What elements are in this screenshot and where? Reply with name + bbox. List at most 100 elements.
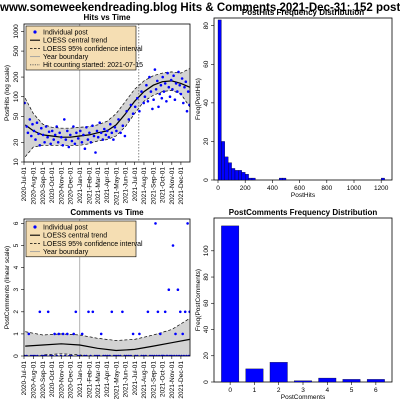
data-point bbox=[173, 98, 177, 101]
x-tick-label: 3 bbox=[301, 387, 305, 394]
legend-point-swatch bbox=[33, 225, 37, 229]
x-tick-label: 2021-Jan-01 bbox=[77, 167, 84, 204]
data-point bbox=[34, 138, 37, 141]
data-point bbox=[55, 125, 58, 128]
data-point bbox=[138, 332, 141, 336]
data-point bbox=[156, 79, 159, 83]
data-point bbox=[60, 135, 63, 139]
legend-label: Year boundary bbox=[43, 249, 89, 256]
data-point bbox=[151, 107, 154, 111]
histogram-bar bbox=[279, 177, 283, 181]
confidence-band bbox=[25, 68, 190, 157]
histogram-bar bbox=[241, 172, 246, 181]
x-tick-label: 1 bbox=[253, 387, 257, 394]
x-tick-label: 2021-Jun-01 bbox=[123, 167, 130, 204]
data-point bbox=[83, 147, 87, 150]
x-tick-label: 2021-May-01 bbox=[113, 361, 120, 400]
data-point bbox=[50, 129, 54, 133]
histogram-bar bbox=[381, 177, 385, 181]
y-tick-label: 5 bbox=[13, 243, 20, 247]
data-point bbox=[157, 105, 160, 109]
data-point bbox=[176, 90, 179, 93]
data-point bbox=[57, 332, 61, 336]
data-point bbox=[86, 138, 90, 141]
histogram-bar bbox=[238, 170, 242, 181]
data-point bbox=[80, 332, 84, 336]
posthits-histogram-panel: 0 200 400 600 800 1000 1200 0 20 40 60 80 PostHits F… bbox=[195, 8, 393, 199]
data-point bbox=[46, 310, 50, 314]
data-point bbox=[112, 138, 115, 141]
data-point bbox=[159, 83, 163, 87]
data-point bbox=[26, 131, 30, 135]
x-tick-label: 2020-Jul-01 bbox=[21, 167, 28, 202]
data-point bbox=[72, 125, 75, 128]
data-point bbox=[53, 133, 57, 137]
data-point bbox=[123, 134, 127, 138]
data-point bbox=[154, 222, 157, 225]
y-tick-label: 80 bbox=[203, 22, 210, 30]
data-point bbox=[174, 332, 177, 336]
data-point bbox=[40, 126, 43, 130]
frequency-bar bbox=[269, 362, 288, 383]
data-point bbox=[146, 100, 150, 103]
x-tick-label: 2020-Aug-01 bbox=[31, 167, 38, 205]
y-tick-label: 200 bbox=[13, 71, 20, 82]
data-point bbox=[125, 109, 128, 113]
histogram-bar bbox=[231, 168, 236, 181]
data-point bbox=[163, 310, 167, 314]
y-tick-label: 1 bbox=[13, 332, 20, 336]
frequency-bar bbox=[221, 225, 240, 383]
data-point bbox=[80, 141, 84, 144]
y-tick-label: 0 bbox=[13, 354, 20, 358]
x-tick-label: 2021-Dec-01 bbox=[178, 167, 185, 205]
histogram-bar bbox=[251, 177, 256, 181]
data-point bbox=[61, 332, 65, 336]
ci-upper-line bbox=[25, 318, 190, 341]
x-tick-label: 2020-Aug-01 bbox=[31, 361, 38, 399]
y-tick-label: 4 bbox=[13, 265, 20, 269]
data-point bbox=[131, 112, 135, 115]
x-tick-label: 0 bbox=[216, 185, 220, 192]
data-point bbox=[140, 90, 143, 93]
data-point bbox=[53, 332, 56, 336]
data-point bbox=[184, 80, 188, 83]
data-point bbox=[91, 124, 94, 127]
x-tick-label: 2021-Mar-01 bbox=[95, 167, 102, 205]
legend-label: LOESS 95% confidence interval bbox=[43, 46, 143, 53]
data-point bbox=[64, 138, 68, 141]
data-point bbox=[94, 151, 97, 154]
y-axis-label: PostComments (linear scale) bbox=[4, 246, 11, 329]
data-point bbox=[174, 82, 178, 85]
data-point bbox=[129, 103, 133, 107]
x-axis-label: PostComments bbox=[281, 394, 326, 400]
data-point bbox=[70, 139, 74, 143]
data-point bbox=[176, 288, 180, 292]
plot-frame bbox=[213, 217, 393, 383]
data-point bbox=[165, 100, 168, 103]
x-tick-label: 2021-Mar-01 bbox=[95, 361, 102, 399]
data-point bbox=[38, 144, 42, 147]
x-tick-label: 2021-Jul-01 bbox=[132, 167, 139, 202]
data-point bbox=[92, 134, 96, 138]
data-point bbox=[167, 288, 171, 292]
data-point bbox=[121, 310, 124, 314]
frequency-bar bbox=[245, 368, 264, 383]
data-point bbox=[91, 310, 95, 314]
data-point bbox=[146, 310, 150, 314]
legend-label: Year boundary bbox=[43, 54, 89, 61]
x-tick-label: 600 bbox=[294, 185, 305, 192]
data-point bbox=[37, 132, 40, 136]
data-point bbox=[107, 135, 111, 139]
data-point bbox=[182, 101, 185, 105]
data-point bbox=[148, 75, 151, 79]
loess-trend-line bbox=[25, 338, 190, 352]
x-tick-label: 2021-Aug-01 bbox=[141, 167, 148, 205]
data-point bbox=[99, 332, 103, 336]
data-point bbox=[49, 142, 52, 146]
data-point bbox=[88, 131, 91, 135]
ci-lower-line bbox=[24, 90, 190, 158]
x-tick-label: 2020-Oct-01 bbox=[49, 361, 56, 398]
y-tick-label: 0 bbox=[203, 380, 210, 384]
y-tick-label: 2 bbox=[13, 310, 20, 314]
